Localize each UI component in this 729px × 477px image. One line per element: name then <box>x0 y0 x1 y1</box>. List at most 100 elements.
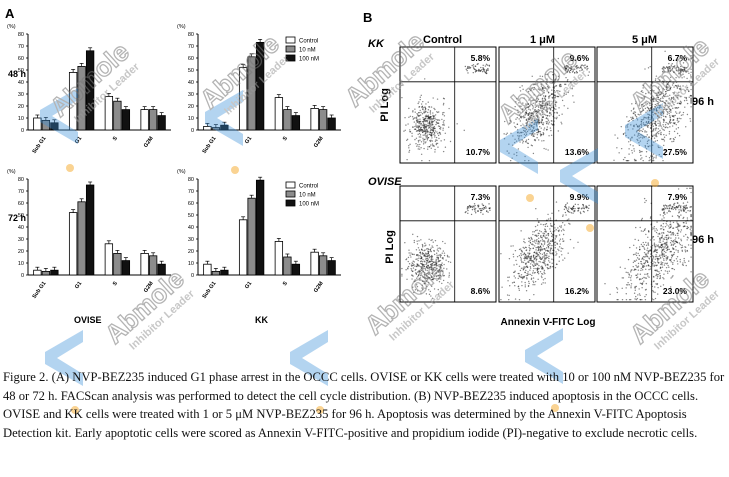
event-dot <box>636 257 639 259</box>
event-dot <box>658 86 660 88</box>
event-dot <box>626 116 628 118</box>
col-header-1um: 1 μM <box>530 34 555 46</box>
event-dot <box>560 225 563 227</box>
event-dot <box>652 158 654 160</box>
event-dot <box>548 135 550 137</box>
event-dot <box>569 238 572 241</box>
lower-right-percent: 8.6% <box>471 286 491 296</box>
event-dot <box>554 94 556 96</box>
event-dot <box>640 158 642 160</box>
event-dot <box>637 294 639 296</box>
event-dot <box>412 260 414 262</box>
event-dot <box>412 275 414 277</box>
event-dot <box>655 134 658 137</box>
event-dot <box>656 100 659 103</box>
event-dot <box>411 253 413 255</box>
event-dot <box>640 269 642 272</box>
event-dot <box>512 256 515 258</box>
event-dot <box>665 84 668 86</box>
event-dot <box>680 101 682 103</box>
event-dot <box>643 123 645 126</box>
event-dot <box>648 136 651 138</box>
event-dot <box>533 119 536 122</box>
event-dot <box>559 243 562 245</box>
event-dot <box>667 83 669 85</box>
event-dot <box>513 275 515 277</box>
event-dot <box>522 142 524 144</box>
event-dot <box>485 69 488 71</box>
bar <box>203 126 212 131</box>
event-dot <box>649 249 651 251</box>
col-header-5um: 5 μM <box>632 34 657 46</box>
event-dot <box>562 233 565 236</box>
event-dot <box>539 252 542 255</box>
event-dot <box>684 70 687 72</box>
event-dot <box>644 145 646 147</box>
event-dot <box>655 249 658 251</box>
event-dot <box>536 119 539 121</box>
event-dot <box>542 122 545 124</box>
event-dot <box>408 147 410 149</box>
event-dot <box>667 234 669 236</box>
event-dot <box>673 259 675 262</box>
event-dot <box>653 280 655 282</box>
event-dot <box>539 107 542 109</box>
event-dot <box>647 244 650 246</box>
event-dot <box>408 249 410 251</box>
event-dot <box>662 249 664 252</box>
event-dot <box>548 102 551 104</box>
event-dot <box>541 102 544 104</box>
event-dot <box>659 122 661 124</box>
x-tick-label: G1 <box>244 136 253 145</box>
event-dot <box>430 275 433 278</box>
event-dot <box>656 103 658 105</box>
event-dot <box>676 119 678 122</box>
event-dot <box>644 277 646 279</box>
event-dot <box>680 87 682 89</box>
y-tick-label: 20 <box>188 249 194 255</box>
event-dot <box>420 136 422 138</box>
event-dot <box>546 85 549 88</box>
event-dot <box>643 116 645 118</box>
x-tick-label: S <box>112 135 119 142</box>
event-dot <box>520 116 522 119</box>
event-dot <box>507 110 510 112</box>
event-dot <box>652 251 655 253</box>
event-dot <box>673 268 676 271</box>
event-dot <box>581 64 584 66</box>
event-dot <box>672 263 674 266</box>
event-dot <box>668 108 670 110</box>
event-dot <box>659 97 662 100</box>
event-dot <box>666 67 669 69</box>
event-dot <box>663 205 665 207</box>
event-dot <box>532 280 534 282</box>
event-dot <box>654 286 656 288</box>
event-dot <box>520 249 523 252</box>
event-dot <box>668 227 671 229</box>
event-dot <box>647 92 650 94</box>
event-dot <box>586 65 588 68</box>
event-dot <box>437 119 439 121</box>
event-dot <box>565 69 567 72</box>
event-dot <box>421 128 423 131</box>
event-dot <box>524 286 526 288</box>
event-dot <box>689 187 691 190</box>
event-dot <box>533 251 535 254</box>
event-dot <box>643 244 645 246</box>
event-dot <box>524 127 526 130</box>
event-dot <box>472 71 474 74</box>
event-dot <box>634 102 637 105</box>
event-dot <box>616 147 618 149</box>
event-dot <box>533 94 535 96</box>
event-dot <box>431 137 433 139</box>
event-dot <box>656 139 659 142</box>
event-dot <box>419 134 422 136</box>
event-dot <box>516 129 519 131</box>
event-dot <box>557 75 560 78</box>
event-dot <box>433 288 436 290</box>
event-dot <box>421 246 424 248</box>
event-dot <box>544 253 546 256</box>
event-dot <box>411 135 413 137</box>
event-dot <box>526 277 528 279</box>
event-dot <box>668 120 671 123</box>
